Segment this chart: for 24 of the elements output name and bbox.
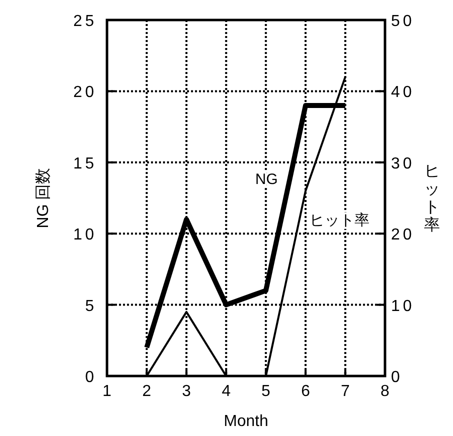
y-tick-label: 0	[85, 369, 97, 386]
series-label: NG	[255, 170, 278, 188]
x-tick-label: 5	[261, 383, 270, 400]
y2-tick-label: 0	[391, 369, 403, 386]
y-tick-label: 15	[73, 155, 97, 172]
y2-tick-label: 30	[391, 155, 415, 172]
y-tick-label: 10	[73, 226, 97, 244]
y2-tick-label: 10	[391, 298, 415, 315]
y2-tick-label: 20	[391, 226, 415, 244]
y-axis-title: NG 回数	[35, 168, 52, 228]
y2-tick-label: 50	[391, 13, 415, 30]
x-tick-label: 3	[182, 383, 191, 400]
x-tick-label: 2	[142, 383, 152, 400]
x-tick-label: 7	[340, 383, 350, 400]
x-tick-label: 4	[222, 383, 231, 400]
y2-axis-title: ヒット率	[424, 163, 440, 234]
x-tick-label: 6	[301, 383, 310, 400]
y-tick-label: 5	[85, 298, 97, 315]
x-tick-label: 8	[380, 383, 390, 400]
y-tick-label: 20	[73, 84, 97, 102]
x-tick-label: 1	[102, 383, 112, 400]
y2-tick-label: 40	[391, 84, 415, 102]
x-axis-title: Month	[224, 413, 268, 430]
y-tick-label: 25	[73, 13, 97, 30]
